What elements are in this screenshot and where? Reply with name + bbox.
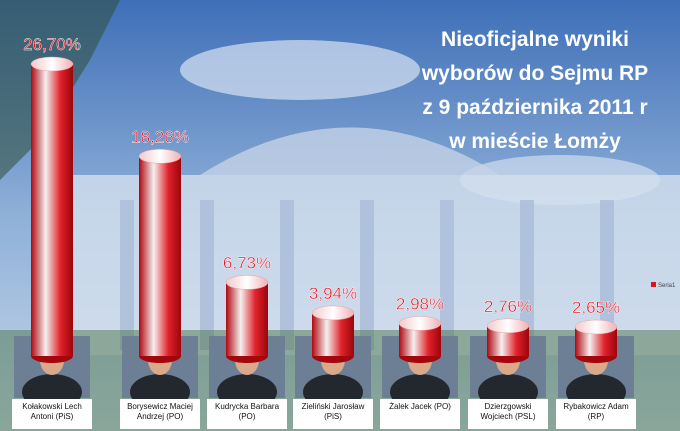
label-box <box>468 399 548 429</box>
x-tick-label: Zieliński Jarosław <box>302 402 365 411</box>
x-tick-label: Żalek Jacek (PO) <box>389 402 451 411</box>
title: Nieoficjalne wyniki wyborów do Sejmu RP z … <box>421 28 648 153</box>
x-tick-label: Andrzej (PO) <box>137 412 184 421</box>
value-label: 3,94% <box>309 284 357 303</box>
bar-top <box>398 316 442 331</box>
x-tick-label: Rybakowicz Adam <box>563 402 629 411</box>
bar <box>139 156 181 356</box>
label-box <box>293 399 373 429</box>
x-tick-label: (PiS) <box>324 412 342 421</box>
value-label: 2,98% <box>396 294 444 313</box>
columns <box>120 200 614 350</box>
bar <box>226 282 268 356</box>
value-label: 2,65% <box>572 298 620 317</box>
x-tick-label: (PO) <box>239 412 256 421</box>
bar-top <box>486 318 530 334</box>
value-label: 18,26% <box>131 127 189 146</box>
x-tick-label: Borysewicz Maciej <box>127 402 193 411</box>
label-box <box>556 399 636 429</box>
value-label: 6,73% <box>223 253 271 272</box>
legend-label: Seria1 <box>658 283 676 289</box>
dome <box>200 127 500 175</box>
title-line: w mieście Łomży <box>448 130 621 153</box>
value-label: 2,76% <box>484 297 532 316</box>
title-line: z 9 października 2011 r <box>422 96 647 119</box>
title-line: Nieoficjalne wyniki <box>441 28 629 51</box>
bar-top <box>138 149 182 164</box>
value-label: 26,70% <box>23 35 81 54</box>
bar-top <box>311 305 355 321</box>
legend-swatch <box>651 282 656 287</box>
bar <box>31 64 73 356</box>
x-tick-label: (RP) <box>588 412 605 421</box>
label-box <box>207 399 287 429</box>
x-tick-label: Kudrycka Barbara <box>215 402 280 411</box>
label-box <box>120 399 200 429</box>
x-tick-label: Dzierzgowski <box>484 402 531 411</box>
bar-top <box>574 319 618 335</box>
cloud <box>180 40 420 100</box>
label-box <box>12 399 92 429</box>
x-tick-label: Kołakowski Lech <box>22 402 82 411</box>
bar-top <box>225 275 269 290</box>
title-line: wyborów do Sejmu RP <box>421 62 648 85</box>
x-tick-label: Antoni (PiS) <box>31 412 74 421</box>
bar-top <box>30 56 74 72</box>
label-box <box>380 399 460 429</box>
x-tick-label: Wojciech (PSL) <box>481 412 536 421</box>
